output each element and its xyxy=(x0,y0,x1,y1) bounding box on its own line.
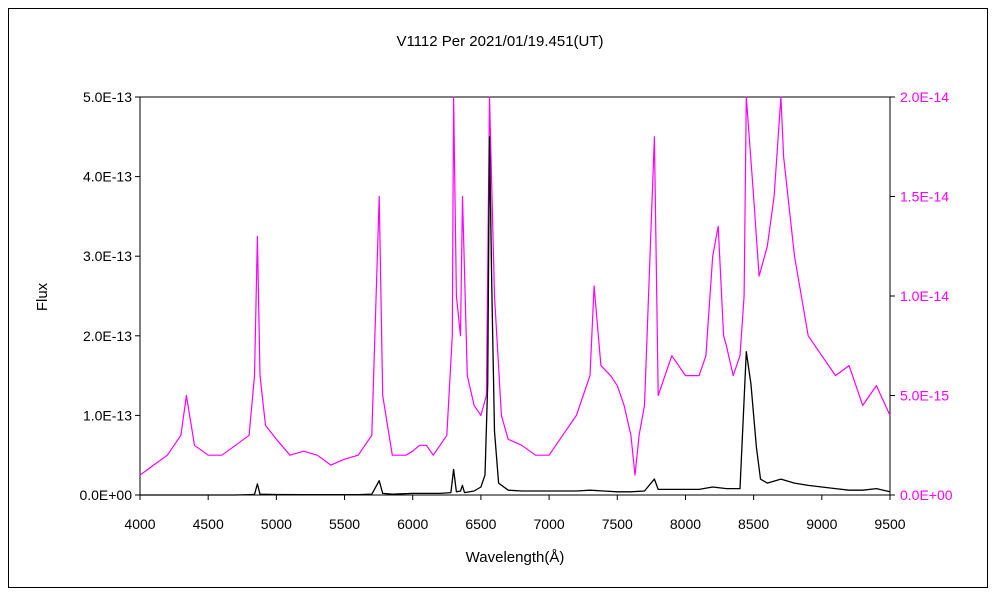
x-tick-label: 4000 xyxy=(124,516,155,532)
x-tick-label: 9500 xyxy=(874,516,905,532)
y-right-tick-label: 5.0E-15 xyxy=(900,388,949,404)
chart-title: V1112 Per 2021/01/19.451(UT) xyxy=(396,33,603,50)
x-tick-label: 8000 xyxy=(670,516,701,532)
plot-area xyxy=(139,96,891,496)
series-line-magenta xyxy=(139,96,891,476)
x-tick-label: 5000 xyxy=(261,516,292,532)
y-left-tick-label: 3.0E-13 xyxy=(83,248,132,264)
x-axis-label: Wavelength(Å) xyxy=(466,549,565,566)
x-tick-label: 6500 xyxy=(465,516,496,532)
y-right-tick-label: 1.0E-14 xyxy=(900,288,949,304)
x-tick-label: 5500 xyxy=(329,516,360,532)
y-left-tick-label: 0.0E+00 xyxy=(79,487,132,503)
chart-frame xyxy=(8,8,988,588)
series-line-black xyxy=(140,136,891,496)
y-left-tick-label: 1.0E-13 xyxy=(83,407,132,423)
x-tick-label: 7000 xyxy=(534,516,565,532)
x-tick-label: 9000 xyxy=(806,516,837,532)
y-right-tick-label: 0.0E+00 xyxy=(900,487,953,503)
y-left-tick-label: 4.0E-13 xyxy=(83,169,132,185)
y-left-tick-label: 2.0E-13 xyxy=(83,328,132,344)
y-right-tick-label: 2.0E-14 xyxy=(900,89,949,105)
y-left-tick-label: 5.0E-13 xyxy=(83,89,132,105)
x-tick-label: 8500 xyxy=(738,516,769,532)
y-right-tick-label: 1.5E-14 xyxy=(900,189,949,205)
x-tick-label: 6000 xyxy=(397,516,428,532)
x-tick-label: 7500 xyxy=(602,516,633,532)
y-axis-label: Flux xyxy=(34,282,51,311)
x-tick-label: 4500 xyxy=(193,516,224,532)
